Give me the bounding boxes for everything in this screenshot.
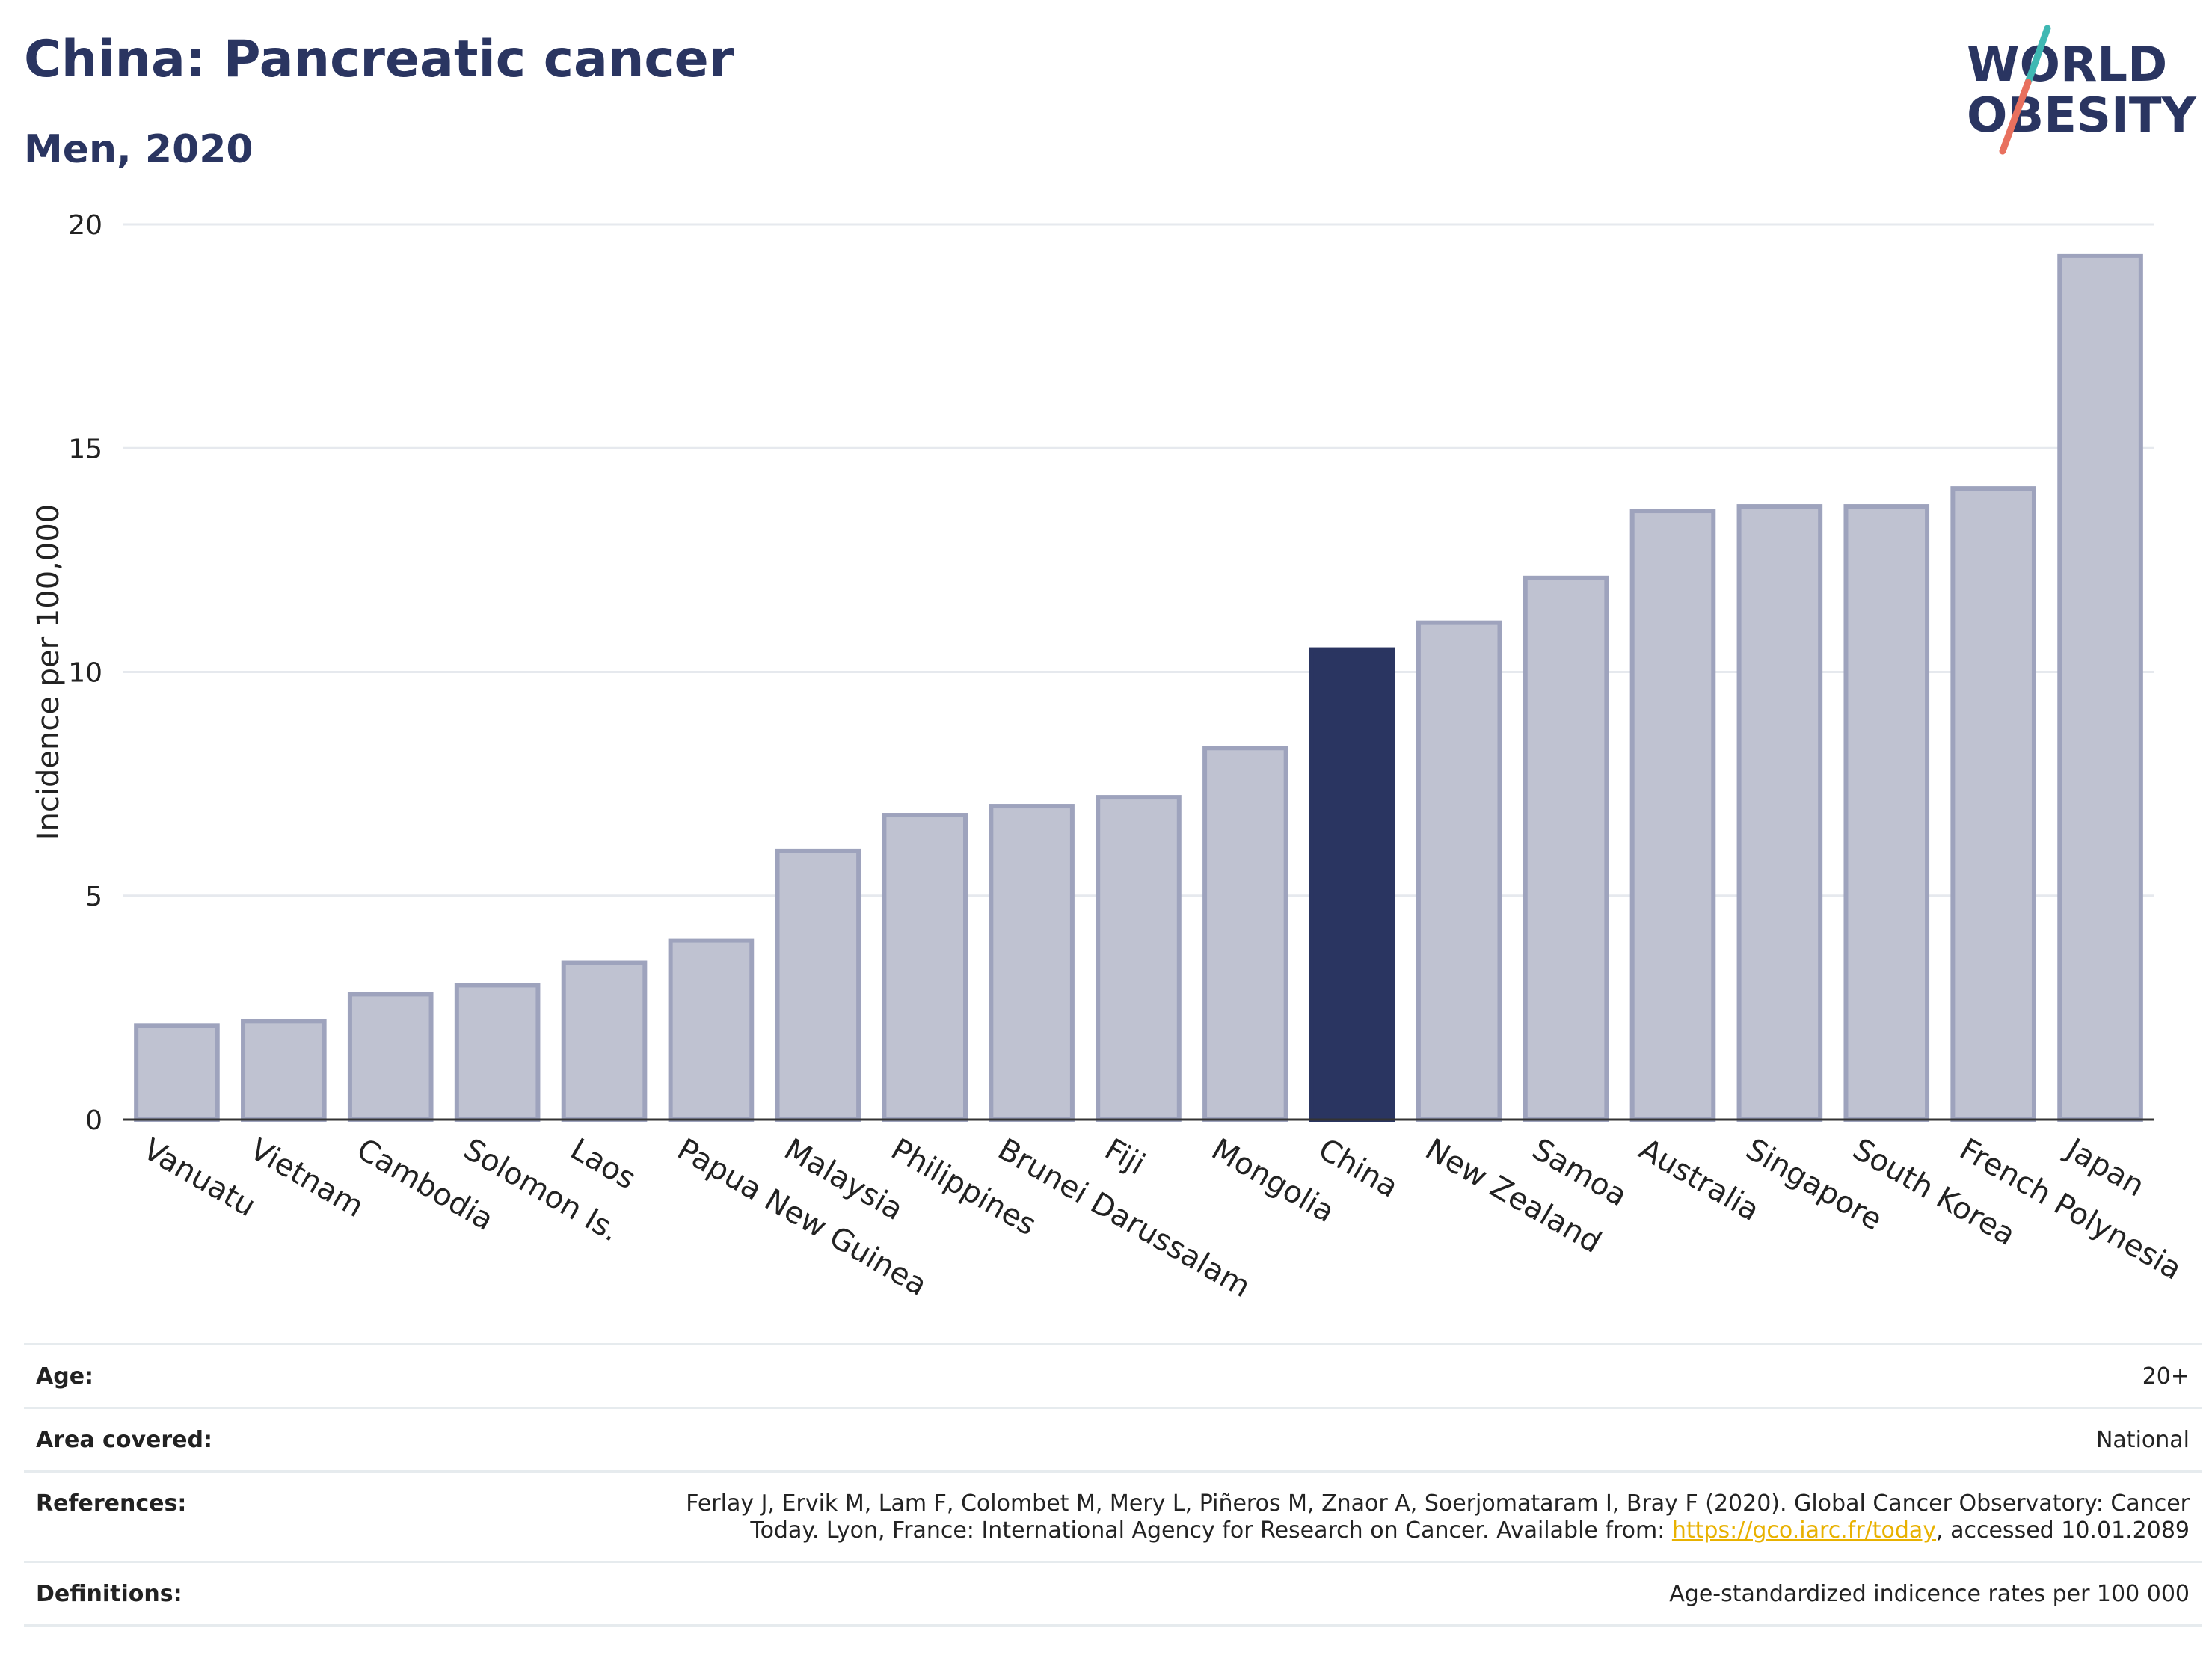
meta-row-references: References: Ferlay J, Ervik M, Lam F, Co… [24, 1470, 2202, 1561]
x-tick-label: Mongolia [1205, 1132, 1340, 1229]
x-tick-label: Vanuatu [137, 1132, 261, 1223]
y-tick-label: 10 [68, 658, 102, 689]
bar-philippines [882, 813, 968, 1123]
meta-age-label: Age: [36, 1363, 94, 1390]
bar-new-zealand [1416, 620, 1502, 1122]
x-tick-label: Fiji [1099, 1132, 1151, 1182]
bar-laos [561, 960, 648, 1123]
metadata-table: Age: 20+ Area covered: National Referenc… [24, 1343, 2202, 1627]
meta-row-age: Age: 20+ [24, 1343, 2202, 1407]
bar-brunei-darussalam [989, 804, 1075, 1123]
bar-french-polynesia [1950, 486, 2036, 1122]
bar-vietnam [241, 1019, 327, 1122]
chart-title: China: Pancreatic cancer [24, 30, 734, 89]
y-axis-ticks: 0 5 10 15 20 [68, 210, 102, 1136]
logo-slash-teal-icon [2024, 25, 2051, 86]
x-tick-label: Vietnam [244, 1132, 369, 1224]
meta-references-label: References: [36, 1490, 187, 1517]
meta-area-label: Area covered: [36, 1427, 212, 1453]
bar-cambodia [347, 992, 434, 1123]
logo-line-1: WORLD [1967, 37, 2167, 93]
bar-china [1309, 647, 1395, 1122]
bar-vanuatu [134, 1023, 220, 1122]
references-text: Ferlay J, Ervik M, Lam F, Colombet M, Me… [686, 1490, 2190, 1544]
meta-definitions-label: Definitions: [36, 1581, 182, 1607]
bar-solomon-is [454, 983, 541, 1122]
bar-mongolia [1202, 746, 1288, 1122]
meta-row-definitions: Definitions: Age-standardized indicence … [24, 1561, 2202, 1627]
references-accessed: , accessed 10.01.2089 [1936, 1517, 2190, 1544]
bar-papua-new-guinea [668, 938, 755, 1122]
x-tick-label: Australia [1633, 1132, 1765, 1228]
y-tick-label: 15 [68, 434, 102, 464]
bar-malaysia [775, 848, 861, 1123]
meta-area-value: National [2095, 1427, 2190, 1453]
logo-line-2: OBESITY [1967, 88, 2196, 144]
chart-subtitle: Men, 2020 [24, 127, 254, 172]
bar-singapore [1736, 504, 1823, 1122]
y-tick-label: 5 [85, 882, 102, 912]
y-tick-label: 0 [85, 1105, 102, 1136]
logo-slash-coral-icon [1999, 79, 2032, 155]
bar-samoa [1523, 575, 1609, 1122]
x-tick-label: New Zealand [1419, 1132, 1607, 1260]
meta-references-value: Ferlay J, Ervik M, Lam F, Colombet M, Me… [619, 1490, 2190, 1544]
y-axis-label: Incidence per 100,000 [31, 504, 66, 841]
x-tick-label: Laos [565, 1132, 642, 1197]
meta-age-value: 20+ [2142, 1363, 2190, 1390]
references-link[interactable]: https://gco.iarc.fr/today [1671, 1517, 1937, 1544]
bar-south-korea [1843, 504, 1930, 1122]
meta-row-area: Area covered: National [24, 1407, 2202, 1470]
bar-japan [2057, 253, 2143, 1122]
world-obesity-logo: WORLD OBESITY [1967, 25, 2196, 155]
bar-australia [1629, 509, 1716, 1122]
meta-definitions-value: Age-standardized indicence rates per 100… [1669, 1581, 2190, 1607]
y-tick-label: 20 [68, 210, 102, 241]
chart-bars [134, 253, 2143, 1123]
bar-fiji [1096, 795, 1182, 1122]
